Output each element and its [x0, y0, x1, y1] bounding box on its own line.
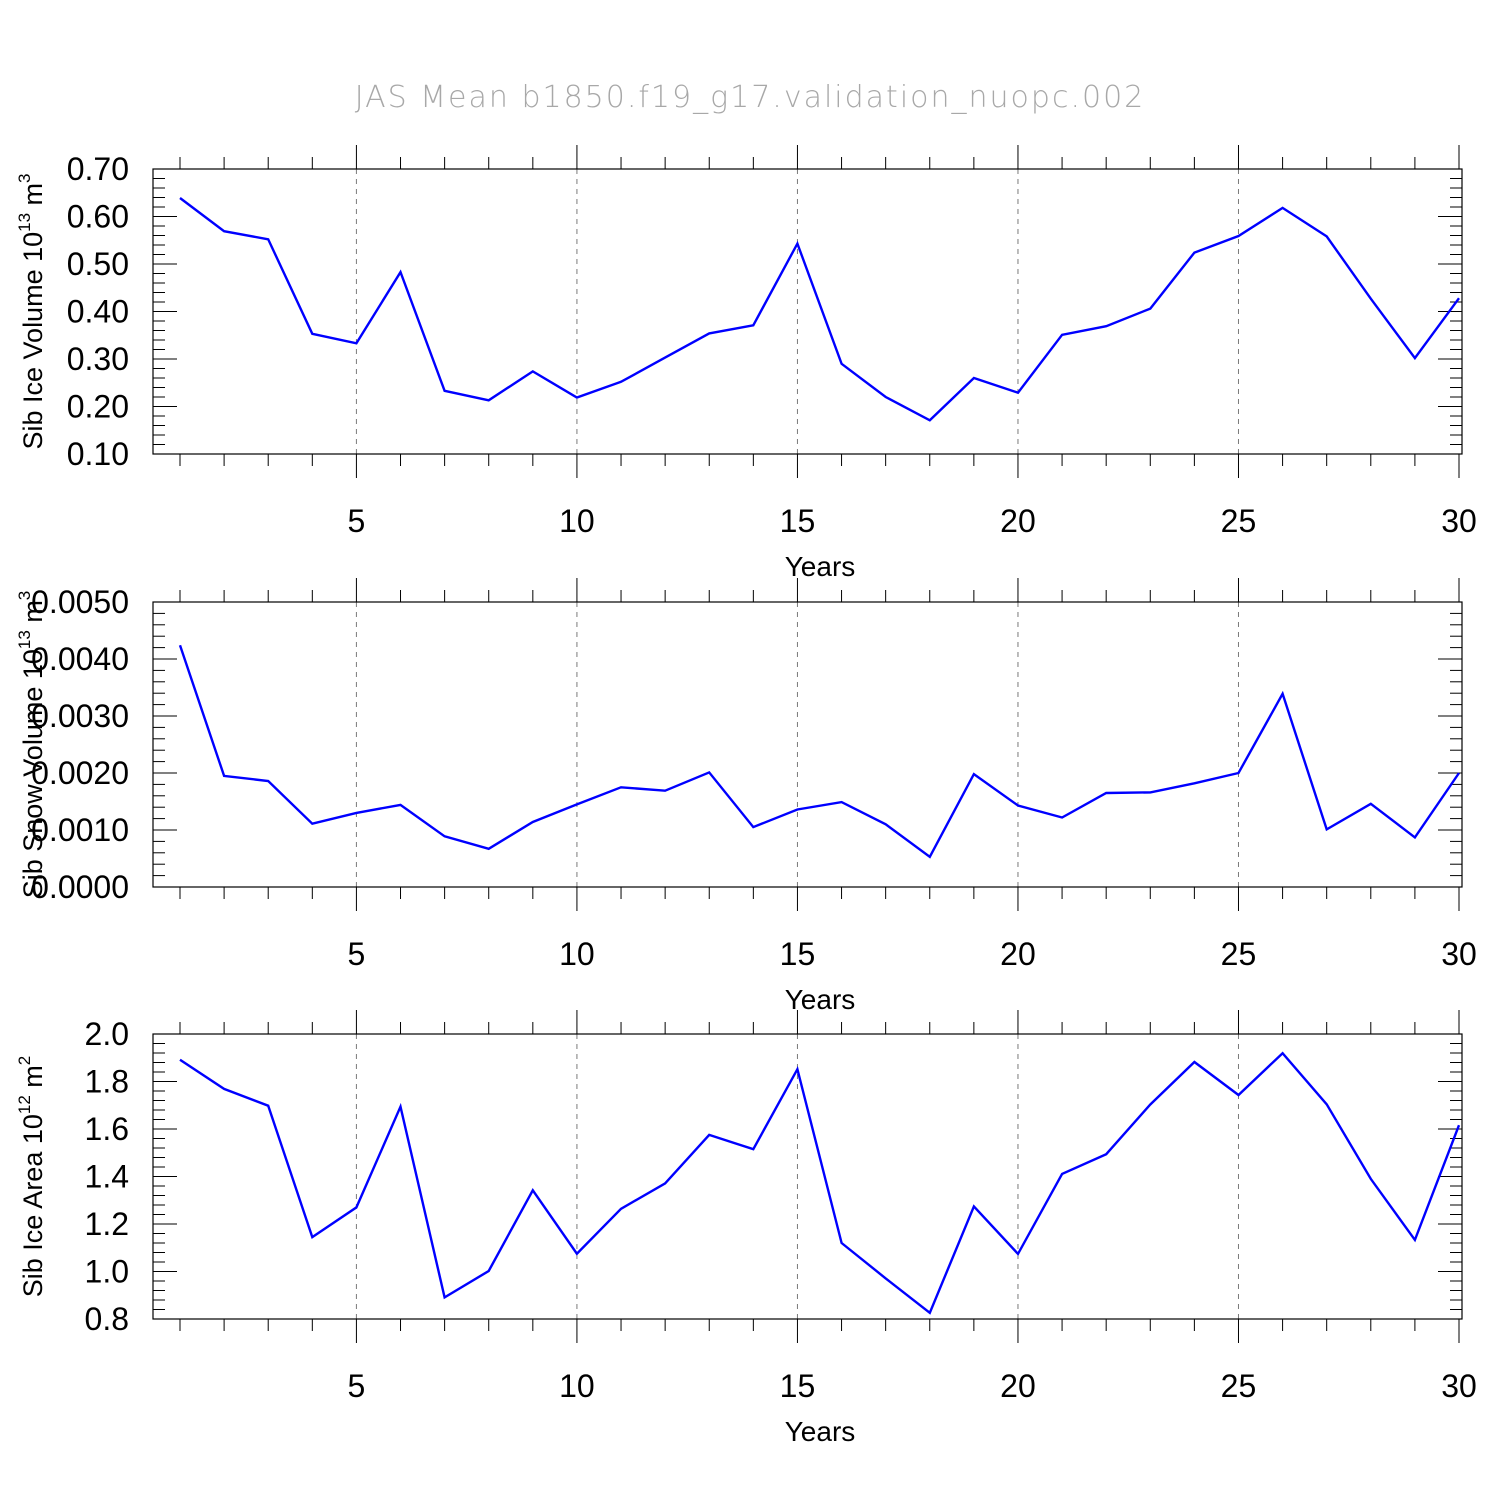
- panel-1: 0.10 0.20 0.30 0.40 0.50 0.60 0.70 5 10 15 20 25 30 Y…: [15, 145, 1477, 582]
- series-line: [179, 1051, 1461, 1315]
- y-tick-label: 1.4: [85, 1159, 129, 1195]
- y-tick-label: 0.8: [85, 1301, 129, 1337]
- panel-2: 0.0000 0.0010 0.0020 0.0030 0.0040 0.0050 5 10 1…: [15, 578, 1477, 1015]
- y-axis-label-unit: m: [18, 183, 48, 213]
- y-axis-label-unit: m: [18, 1065, 48, 1095]
- x-tick-label: 25: [1221, 936, 1257, 972]
- x-tick-label: 20: [1000, 503, 1036, 539]
- y-tick-label: 0.0040: [31, 641, 129, 677]
- plot-frame: [152, 168, 1463, 455]
- panels: 0.100.200.300.400.500.600.705 10 15 20 25 30Y…: [15, 145, 1477, 1447]
- y-tick-label: 0.20: [67, 389, 129, 425]
- x-tick-label: 30: [1441, 503, 1477, 539]
- y-tick-label: 1.2: [85, 1206, 129, 1242]
- x-tick-label: 10: [559, 503, 595, 539]
- y-axis-label-unit-exponent: 3: [15, 173, 34, 182]
- y-axis-label: Sib Ice Volume 1013 m3: [15, 173, 48, 449]
- y-tick-label: 0.0000: [31, 869, 129, 905]
- y-axis-label-unit-exponent: 3: [15, 591, 34, 600]
- x-tick-label: 20: [1000, 936, 1036, 972]
- plot-frame: [152, 601, 1463, 888]
- x-tick-label: 20: [1000, 1368, 1036, 1404]
- plot-frame: [152, 1033, 1463, 1320]
- y-axis-label-text: Sib Snow Volume 10: [18, 649, 48, 898]
- x-tick-label: 25: [1221, 1368, 1257, 1404]
- y-axis-label-unit-exponent: 2: [15, 1056, 34, 1065]
- y-tick-label: 2.0: [85, 1016, 129, 1052]
- x-tick-label: 15: [780, 1368, 816, 1404]
- y-tick-label: 0.70: [67, 151, 129, 187]
- y-tick-label: 0.0050: [31, 584, 129, 620]
- y-tick-label: 0.10: [67, 436, 129, 472]
- series-line: [178, 644, 1460, 859]
- x-tick-label: 30: [1441, 936, 1477, 972]
- x-tick-label: 25: [1221, 503, 1257, 539]
- y-axis-label-text: Sib Ice Volume 10: [18, 232, 48, 450]
- x-axis-label: Years: [785, 551, 856, 582]
- y-axis-label: Sib Ice Area 1012 m2: [15, 1056, 48, 1298]
- figure-title: JAS Mean b1850.f19_g17.validation_nuopc.…: [355, 80, 1146, 115]
- x-tick-label: 5: [348, 503, 366, 539]
- y-tick-label: 1.8: [85, 1064, 129, 1100]
- y-tick-label: 0.0010: [31, 812, 129, 848]
- y-tick-label: 0.0030: [31, 698, 129, 734]
- y-axis-label: Sib Snow Volume 1013 m3: [15, 591, 48, 899]
- x-tick-label: 15: [780, 503, 816, 539]
- panel-3: 0.8 1.0 1.2 1.4 1.6 1.8 2.0 5 10 15 20 25 30 Years Sib…: [15, 1010, 1477, 1447]
- y-axis-label-text: Sib Ice Area 10: [18, 1114, 48, 1297]
- series-line: [179, 197, 1460, 422]
- x-tick-label: 5: [348, 1368, 366, 1404]
- x-tick-label: 30: [1441, 1368, 1477, 1404]
- x-tick-label: 10: [559, 936, 595, 972]
- x-tick-label: 5: [348, 936, 366, 972]
- y-tick-label: 0.30: [67, 341, 129, 377]
- y-tick-label: 0.40: [67, 294, 129, 330]
- x-axis-label: Years: [785, 1416, 856, 1447]
- x-tick-label: 15: [780, 936, 816, 972]
- y-tick-label: 0.0020: [31, 755, 129, 791]
- y-axis-label-exponent: 13: [15, 630, 34, 649]
- y-axis-label-exponent: 12: [15, 1095, 34, 1114]
- x-axis-label: Years: [785, 984, 856, 1015]
- y-tick-label: 1.0: [85, 1254, 129, 1290]
- x-tick-label: 10: [559, 1368, 595, 1404]
- y-tick-label: 0.50: [67, 246, 129, 282]
- y-axis-label-unit: m: [18, 600, 48, 630]
- y-tick-label: 1.6: [85, 1111, 129, 1147]
- y-axis-label-exponent: 13: [15, 213, 34, 232]
- y-tick-label: 0.60: [67, 199, 129, 235]
